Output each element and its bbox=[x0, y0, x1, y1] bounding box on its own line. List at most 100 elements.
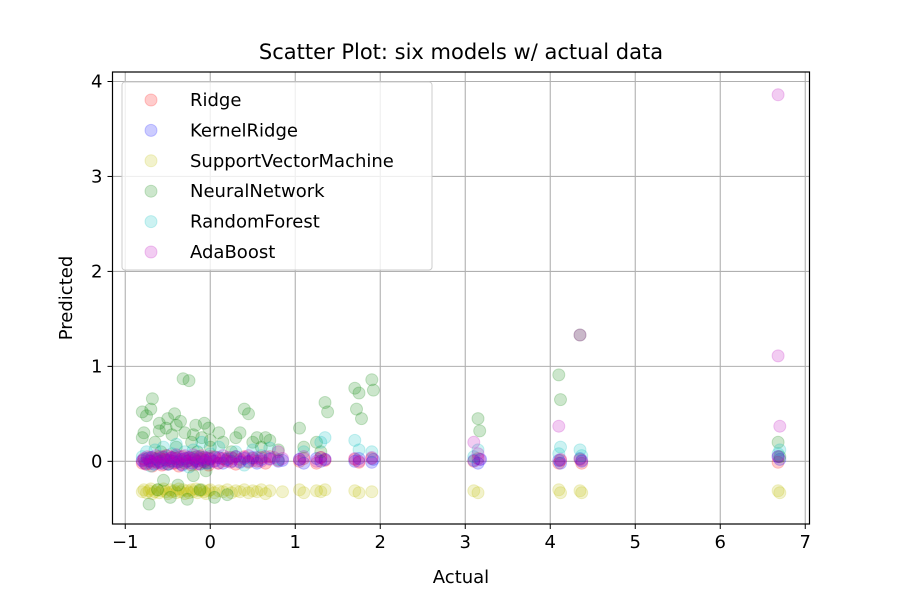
point-adaboost bbox=[310, 454, 323, 468]
point-supportvectormachine bbox=[174, 485, 187, 499]
point-supportvectormachine bbox=[575, 486, 589, 500]
point-ridge bbox=[142, 451, 156, 464]
point-randomforest bbox=[573, 443, 587, 457]
point-supportvectormachine bbox=[152, 486, 166, 500]
point-randomforest bbox=[161, 457, 175, 471]
point-adaboost bbox=[771, 349, 785, 363]
point-adaboost bbox=[135, 454, 149, 468]
point-ridge bbox=[208, 450, 221, 464]
point-kernelridge bbox=[164, 452, 178, 465]
point-neuralnetwork bbox=[199, 464, 213, 478]
point-ridge bbox=[254, 451, 268, 464]
point-adaboost bbox=[467, 435, 481, 449]
point-randomforest bbox=[186, 443, 200, 457]
data-points bbox=[135, 88, 787, 511]
point-kernelridge bbox=[293, 452, 306, 466]
point-kernelridge bbox=[242, 454, 255, 468]
point-ridge bbox=[216, 452, 230, 465]
point-supportvectormachine bbox=[365, 485, 379, 499]
point-kernelridge bbox=[254, 452, 268, 466]
point-neuralnetwork bbox=[197, 416, 211, 430]
point-supportvectormachine bbox=[471, 486, 485, 500]
point-supportvectormachine bbox=[180, 484, 194, 498]
point-neuralnetwork bbox=[246, 435, 260, 449]
point-adaboost bbox=[178, 449, 192, 463]
point-adaboost bbox=[196, 454, 210, 468]
point-supportvectormachine bbox=[203, 483, 217, 497]
point-ridge bbox=[310, 456, 323, 470]
point-adaboost bbox=[190, 450, 204, 464]
point-neuralnetwork bbox=[237, 402, 251, 416]
point-ridge bbox=[163, 453, 177, 467]
legend-marker bbox=[144, 123, 158, 137]
point-kernelridge bbox=[147, 457, 161, 471]
point-kernelridge bbox=[471, 456, 485, 470]
legend: Ridge KernelRidge SupportVectorMachine Neur… bbox=[121, 81, 433, 271]
legend-marker bbox=[144, 215, 158, 229]
point-supportvectormachine bbox=[199, 487, 213, 501]
point-adaboost bbox=[250, 451, 264, 464]
point-supportvectormachine bbox=[193, 484, 207, 498]
point-kernelridge bbox=[171, 455, 185, 469]
point-neuralnetwork bbox=[176, 372, 190, 386]
point-ridge bbox=[174, 454, 187, 468]
point-kernelridge bbox=[773, 452, 787, 466]
point-adaboost bbox=[771, 450, 785, 464]
point-kernelridge bbox=[233, 455, 247, 469]
point-kernelridge bbox=[263, 452, 277, 465]
point-adaboost bbox=[185, 452, 199, 465]
point-neuralnetwork bbox=[142, 497, 156, 511]
point-ridge bbox=[293, 454, 306, 468]
point-supportvectormachine bbox=[237, 483, 251, 497]
point-neuralnetwork bbox=[186, 428, 200, 442]
point-neuralnetwork bbox=[174, 414, 187, 428]
chart-title: Scatter Plot: six models w/ actual data bbox=[259, 40, 663, 64]
point-kernelridge bbox=[246, 451, 260, 464]
point-supportvectormachine bbox=[216, 485, 230, 499]
point-supportvectormachine bbox=[233, 485, 247, 499]
point-randomforest bbox=[773, 443, 787, 457]
point-supportvectormachine bbox=[554, 486, 567, 500]
point-ridge bbox=[297, 452, 311, 465]
legend-marker bbox=[144, 245, 158, 259]
point-kernelridge bbox=[771, 450, 785, 464]
point-randomforest bbox=[174, 454, 187, 468]
point-adaboost bbox=[208, 451, 222, 464]
point-randomforest bbox=[229, 445, 243, 459]
point-kernelridge bbox=[166, 454, 180, 468]
point-adaboost bbox=[352, 454, 366, 468]
point-kernelridge bbox=[188, 452, 202, 466]
point-ridge bbox=[314, 451, 328, 464]
point-ridge bbox=[233, 452, 247, 466]
point-kernelridge bbox=[216, 456, 230, 470]
point-ridge bbox=[203, 452, 217, 466]
point-ridge bbox=[225, 451, 238, 464]
point-randomforest bbox=[212, 440, 226, 454]
point-neuralnetwork bbox=[314, 445, 328, 459]
point-adaboost bbox=[348, 452, 362, 465]
point-kernelridge bbox=[140, 452, 154, 465]
point-randomforest bbox=[254, 449, 268, 463]
point-ridge bbox=[157, 452, 170, 466]
point-adaboost bbox=[169, 448, 183, 462]
point-randomforest bbox=[471, 443, 485, 457]
point-supportvectormachine bbox=[552, 483, 566, 497]
point-adaboost bbox=[166, 456, 180, 470]
point-supportvectormachine bbox=[263, 484, 277, 498]
point-adaboost bbox=[142, 453, 156, 467]
point-neuralnetwork bbox=[771, 435, 785, 449]
point-adaboost bbox=[183, 456, 197, 470]
point-adaboost bbox=[181, 451, 195, 464]
point-supportvectormachine bbox=[186, 485, 200, 499]
point-supportvectormachine bbox=[254, 483, 268, 497]
legend-label: SupportVectorMachine bbox=[190, 151, 394, 172]
point-adaboost bbox=[161, 449, 175, 463]
point-neuralnetwork bbox=[191, 445, 204, 459]
point-kernelridge bbox=[318, 452, 332, 466]
point-neuralnetwork bbox=[154, 445, 168, 459]
point-ridge bbox=[180, 452, 194, 465]
point-ridge bbox=[176, 450, 190, 464]
point-ridge bbox=[169, 452, 183, 465]
point-ridge bbox=[161, 457, 175, 471]
